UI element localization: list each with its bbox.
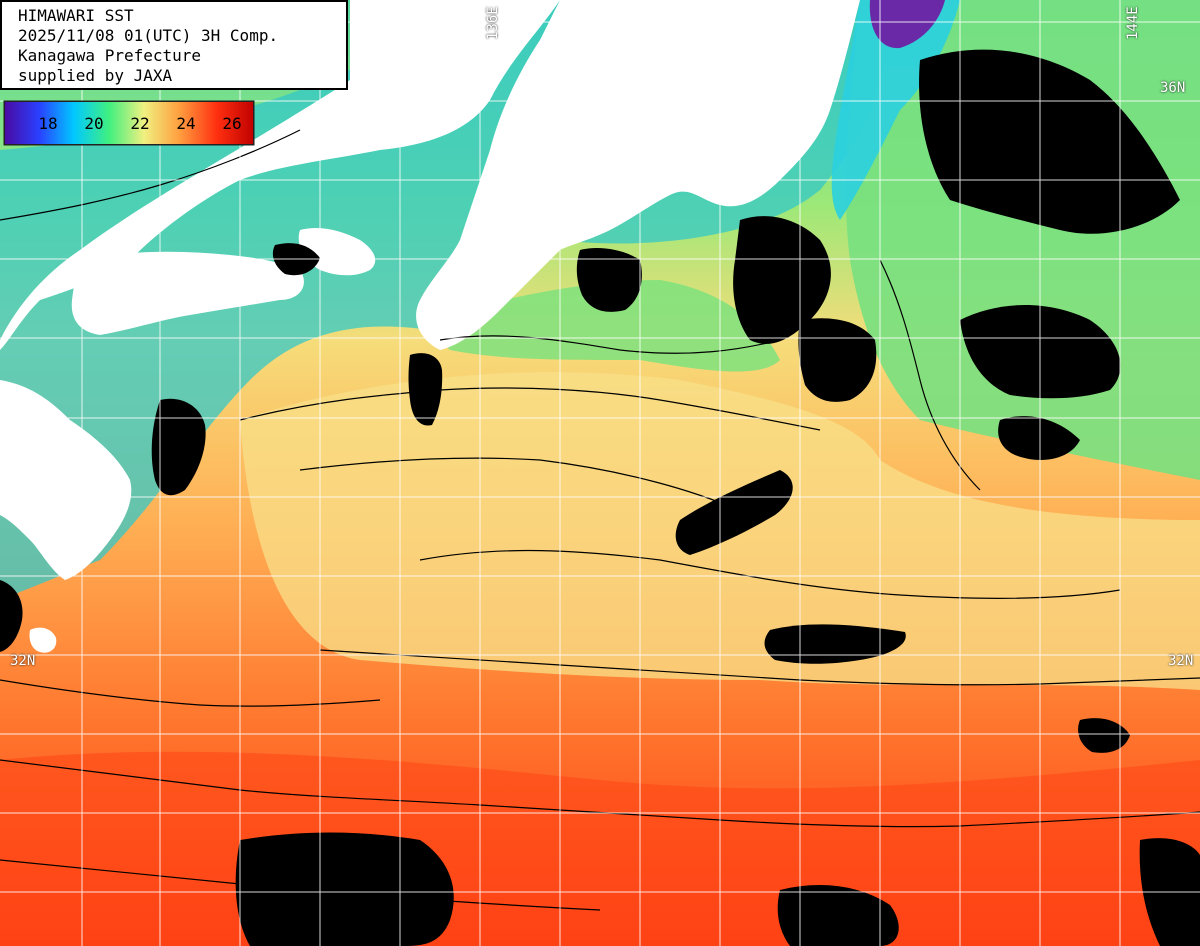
land-honshu-west	[0, 0, 560, 350]
temperature-legend: 18 20 22 24 26	[4, 101, 254, 145]
lon-label-144e: 144E	[1125, 6, 1141, 40]
legend-tick: 26	[222, 113, 242, 133]
warm-red-south	[0, 751, 1200, 946]
legend-colorbar	[3, 100, 255, 146]
timestamp-label: 2025/11/08 01(UTC) 3H Comp.	[18, 26, 279, 45]
land-shikoku	[71, 251, 304, 335]
land-kinki-peninsula	[416, 0, 860, 350]
info-box: HIMAWARI SST 2025/11/08 01(UTC) 3H Comp.…	[0, 0, 348, 90]
cloud-masks	[0, 49, 1200, 946]
lat-label-32n-left: 32N	[10, 653, 36, 669]
product-title: HIMAWARI SST	[18, 6, 134, 25]
credit-label: supplied by JAXA	[18, 66, 173, 85]
region-label: Kanagawa Prefecture	[18, 46, 202, 65]
purple-cold-patch	[869, 0, 945, 49]
land-awaji	[298, 228, 376, 276]
lat-label-36n: 36N	[1160, 80, 1186, 96]
land-kyushu	[0, 380, 132, 580]
legend-tick: 20	[84, 113, 104, 133]
legend-tick: 18	[38, 113, 58, 133]
lat-label-32n-right: 32N	[1168, 653, 1194, 669]
land-small-island	[29, 627, 57, 653]
coastal-green-water	[420, 280, 780, 372]
legend-tick: 22	[130, 113, 150, 133]
northeast-cyan-water	[831, 0, 960, 220]
legend-tick: 24	[176, 113, 196, 133]
lon-label-136e: 136E	[485, 6, 501, 40]
